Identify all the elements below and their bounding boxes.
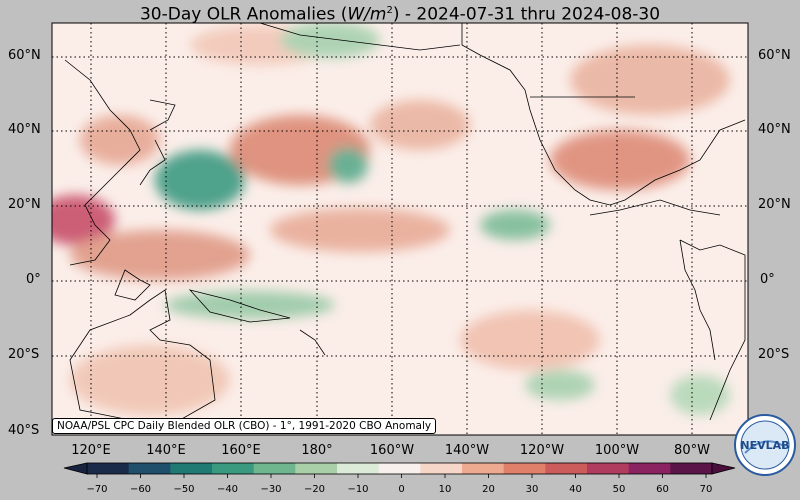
colorbar-segment — [212, 463, 255, 474]
data-source-credit: NOAA/PSL CPC Daily Blended OLR (CBO) - 1… — [52, 418, 437, 434]
logo-text: NEVLAB — [740, 439, 789, 452]
lat-label-eq-right: 0° — [760, 272, 775, 287]
colorbar-tick-label: −40 — [216, 484, 239, 495]
lat-label-60n-right: 60°N — [758, 48, 791, 63]
colorbar-tick-label: 10 — [438, 484, 452, 495]
lon-label-160w: 160°W — [369, 443, 415, 458]
colorbar-tick-label: −30 — [260, 484, 282, 495]
lon-label-100w: 100°W — [594, 443, 640, 458]
lon-label-160e: 160°E — [221, 443, 261, 458]
colorbar-segment — [462, 463, 505, 474]
colorbar-tick-label: 30 — [525, 484, 539, 495]
lon-label-140w: 140°W — [444, 443, 490, 458]
colorbar-tick-label: 40 — [569, 484, 582, 495]
colorbar-tick-label: −10 — [347, 484, 369, 495]
lon-label-180: 180° — [301, 443, 333, 458]
colorbar-segment — [295, 463, 338, 474]
colorbar-segment — [420, 463, 463, 474]
lat-label-40n-right: 40°N — [758, 122, 791, 137]
lat-label-40s-left: 40°S — [8, 423, 40, 438]
colorbar-tick-label: −20 — [303, 484, 326, 495]
colorbar-max-arrow — [711, 462, 736, 475]
colorbar-segment — [628, 463, 671, 474]
lat-label-20n-left: 20°N — [8, 197, 41, 212]
lat-label-60n-left: 60°N — [8, 48, 41, 63]
lat-label-20n-right: 20°N — [758, 197, 791, 212]
colorbar-tick-label: −70 — [86, 484, 108, 495]
lat-label-eq-left: 0° — [26, 272, 41, 287]
lon-label-80w: 80°W — [674, 443, 710, 458]
colorbar-segment — [503, 463, 546, 474]
lat-label-40n-left: 40°N — [8, 122, 41, 137]
lon-label-140e: 140°E — [146, 443, 186, 458]
colorbar-tick-label: −50 — [173, 484, 195, 495]
colorbar-segment — [128, 463, 171, 474]
colorbar — [63, 462, 736, 478]
graticule — [52, 23, 748, 435]
nevlab-logo: NEVLAB — [734, 414, 796, 476]
colorbar-tick-label: 60 — [656, 484, 669, 495]
map-title: 30-Day OLR Anomalies (W/m2) - 2024-07-31… — [139, 4, 661, 25]
colorbar-tick-label: 20 — [482, 484, 495, 495]
colorbar-segment — [545, 463, 588, 474]
lat-label-20s-right: 20°S — [758, 347, 790, 362]
colorbar-segment — [670, 463, 713, 474]
colorbar-segment — [253, 463, 296, 474]
lon-label-120w: 120°W — [519, 443, 565, 458]
colorbar-segment — [378, 463, 421, 474]
colorbar-min-arrow — [63, 462, 88, 475]
colorbar-segment — [337, 463, 380, 474]
colorbar-tick-label: −60 — [129, 484, 152, 495]
colorbar-tick-label: 70 — [699, 484, 713, 495]
coastlines — [64, 23, 746, 421]
lat-label-20s-left: 20°S — [8, 347, 40, 362]
colorbar-segment — [87, 463, 130, 474]
anomaly-field — [52, 23, 748, 435]
lon-label-120e: 120°E — [71, 443, 111, 458]
colorbar-tick-label: 0 — [398, 484, 405, 495]
colorbar-tick-label: 50 — [612, 484, 626, 495]
colorbar-segment — [587, 463, 630, 474]
colorbar-segment — [170, 463, 213, 474]
map-frame — [51, 22, 749, 436]
